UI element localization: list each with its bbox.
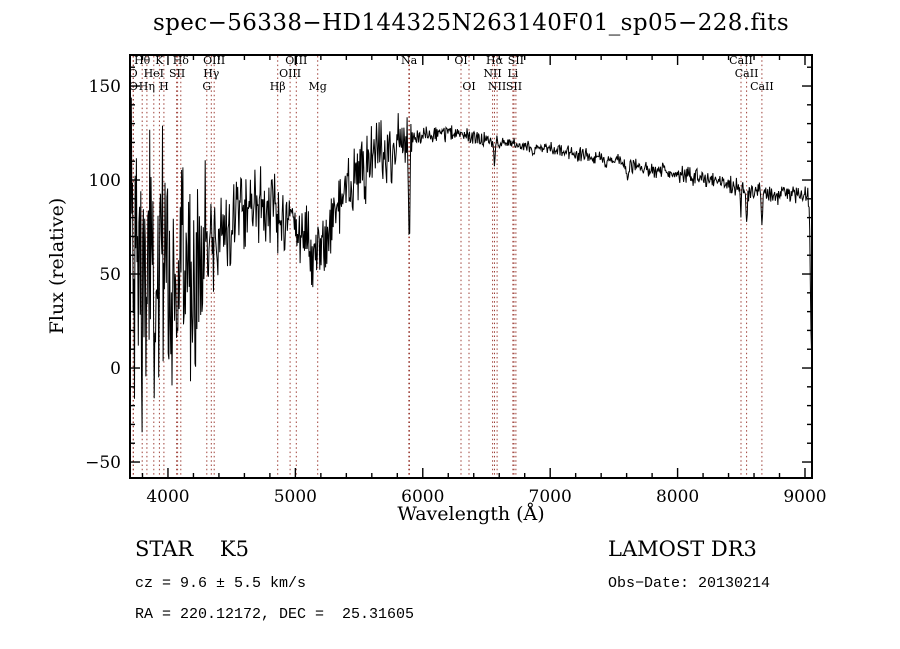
marker-label: SII xyxy=(169,67,185,80)
marker-label: SII xyxy=(506,80,522,93)
coordinates-label: RA = 220.12172, DEC = 25.31605 xyxy=(135,606,415,623)
marker-label: HeI xyxy=(144,67,164,80)
x-tick-label: 5000 xyxy=(274,487,317,507)
marker-label: CaII xyxy=(735,67,759,80)
y-tick-label: −50 xyxy=(85,453,121,473)
x-tick-label: 8000 xyxy=(656,487,699,507)
marker-label: CaII xyxy=(750,80,774,93)
x-axis-label: Wavelength (Å) xyxy=(397,503,545,525)
marker-label: OIII xyxy=(279,67,301,80)
marker-label: Hδ xyxy=(173,54,190,67)
marker-label: H xyxy=(159,80,169,93)
marker-label: CaII xyxy=(729,54,753,67)
y-axis-label: Flux (relative) xyxy=(46,197,68,335)
object-class-label: STAR K5 xyxy=(135,537,249,561)
y-tick-label: 0 xyxy=(110,359,121,379)
marker-label: OI xyxy=(462,80,475,93)
marker-label: K xyxy=(155,54,164,67)
marker-label: OIII xyxy=(203,54,225,67)
marker-label: NII xyxy=(488,80,506,93)
marker-label: Li xyxy=(507,67,518,80)
y-tick-label: 100 xyxy=(89,171,121,191)
spectrum-path xyxy=(130,97,812,433)
survey-label: LAMOST DR3 xyxy=(608,537,757,561)
marker-label: OIII xyxy=(285,54,307,67)
y-tick-label: 50 xyxy=(99,265,121,285)
marker-label: SII xyxy=(508,54,524,67)
axis-frame xyxy=(129,54,813,479)
radial-velocity-label: cz = 9.6 ± 5.5 km/s xyxy=(135,575,307,592)
y-tick-label: 150 xyxy=(89,77,121,97)
plot-title: spec−56338−HD144325N263140F01_sp05−228.f… xyxy=(152,10,790,36)
x-tick-label: 4000 xyxy=(146,487,189,507)
marker-label: O xyxy=(129,67,138,80)
marker-label: G xyxy=(202,80,211,93)
x-tick-label: 6000 xyxy=(401,487,444,507)
marker-label: Hη xyxy=(139,80,155,93)
obs-date-label: Obs−Date: 20130214 xyxy=(608,575,771,592)
marker-label: Na xyxy=(401,54,418,67)
marker-label: Hγ xyxy=(203,67,220,80)
marker-label: Hθ xyxy=(134,54,151,67)
marker-label: NII xyxy=(483,67,501,80)
marker-label: OI xyxy=(454,54,467,67)
x-tick-label: 7000 xyxy=(529,487,572,507)
marker-label: Hα xyxy=(486,54,504,67)
x-tick-label: 9000 xyxy=(783,487,826,507)
marker-label: Hβ xyxy=(270,80,286,93)
marker-label: O xyxy=(129,80,138,93)
marker-label: Mg xyxy=(309,80,327,93)
